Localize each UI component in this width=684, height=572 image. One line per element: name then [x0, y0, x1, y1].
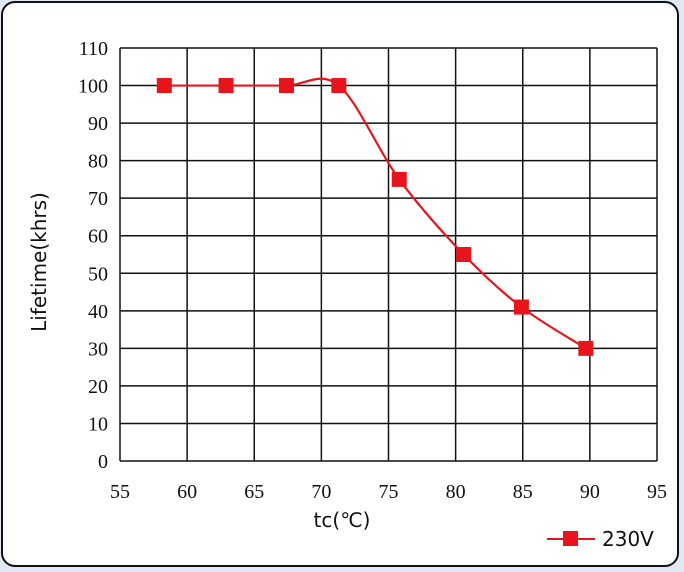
legend-marker	[563, 531, 578, 546]
x-tick-label: 95	[647, 481, 667, 503]
series-230v	[156, 77, 594, 356]
y-tick-label: 50	[88, 263, 108, 285]
y-tick-label: 90	[88, 113, 108, 135]
y-tick-label: 30	[88, 338, 108, 360]
y-axis-ticks: 0 10 20 30 40 50 60 70 80 90 100 110	[78, 38, 108, 473]
legend: 230V	[547, 527, 654, 551]
legend-label: 230V	[602, 527, 654, 551]
x-tick-label: 85	[513, 481, 533, 503]
y-tick-label: 10	[88, 413, 108, 435]
data-point-marker	[578, 340, 594, 356]
y-tick-label: 100	[78, 76, 108, 98]
data-point-marker	[218, 78, 234, 94]
y-tick-label: 40	[88, 301, 108, 323]
x-tick-label: 90	[580, 481, 600, 503]
data-point-marker	[391, 171, 407, 187]
data-point-marker	[456, 247, 472, 262]
y-axis-label: Lifetime(khrs)	[27, 192, 51, 332]
data-point-marker	[331, 78, 347, 94]
y-tick-label: 80	[88, 151, 108, 173]
x-tick-label: 55	[110, 481, 130, 503]
data-point-marker	[278, 78, 294, 94]
x-tick-label: 75	[379, 481, 399, 503]
y-tick-label: 0	[98, 451, 108, 473]
x-tick-label: 65	[244, 481, 264, 503]
grid	[119, 47, 658, 462]
x-axis-label: tc(℃)	[314, 508, 371, 532]
y-tick-label: 110	[79, 38, 108, 60]
data-point-marker	[513, 299, 529, 315]
x-axis-ticks: 55 60 65 70 75 80 85 90 95	[110, 481, 667, 503]
x-tick-label: 70	[311, 481, 331, 503]
x-tick-label: 80	[446, 481, 466, 503]
y-tick-label: 20	[88, 376, 108, 398]
y-tick-label: 60	[88, 226, 108, 248]
data-point-marker	[156, 78, 172, 94]
y-tick-label: 70	[88, 188, 108, 210]
x-tick-label: 60	[177, 481, 197, 503]
